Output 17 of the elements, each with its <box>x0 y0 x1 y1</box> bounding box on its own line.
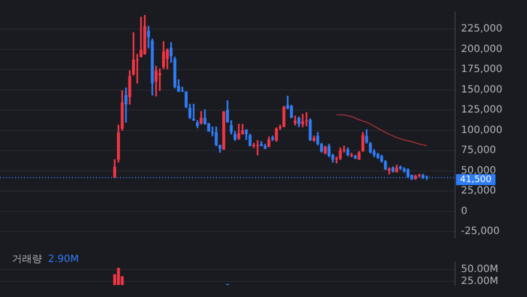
y-tick-label: 200,000 <box>461 44 502 55</box>
y-tick-label: 25,000 <box>461 186 496 197</box>
y-tick-label: 75,000 <box>461 145 496 156</box>
y-tick-label: 225,000 <box>461 24 502 35</box>
y-tick-label: 50.00M <box>461 264 498 275</box>
y-tick-label: 175,000 <box>461 64 502 76</box>
y-tick-label: 25.00M <box>461 276 498 288</box>
chart-title: 거래량 <box>12 254 42 265</box>
y-tick-label: 100,000 <box>461 124 502 136</box>
ref-line-label: 41,500 <box>460 174 492 185</box>
y-tick-label: 125,000 <box>461 104 502 116</box>
y-tick-label: -25,000 <box>461 226 500 238</box>
y-tick-label: 0 <box>461 206 468 217</box>
y-tick-label: 150,000 <box>461 84 502 96</box>
annotation: 2.90M <box>48 254 79 265</box>
y-tick-label: 50,000 <box>461 165 496 176</box>
candlestick <box>305 112 308 126</box>
